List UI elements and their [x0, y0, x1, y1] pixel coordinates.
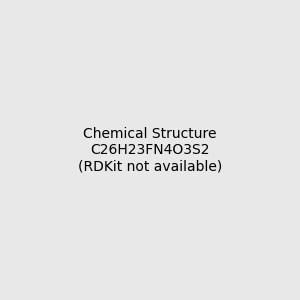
Text: Chemical Structure
C26H23FN4O3S2
(RDKit not available): Chemical Structure C26H23FN4O3S2 (RDKit … — [78, 127, 222, 173]
